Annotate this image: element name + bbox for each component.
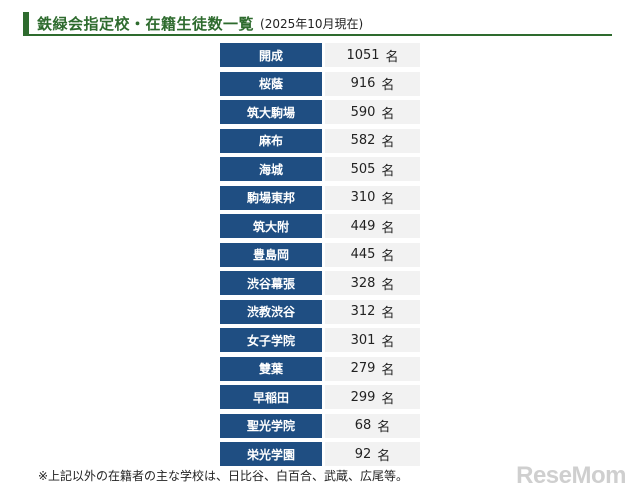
student-count-value: 68 — [354, 418, 372, 433]
student-count-unit: 名 — [381, 192, 395, 207]
school-name-cell: 早稲田 — [220, 385, 322, 409]
student-count-cell: 92 名 — [325, 442, 420, 466]
page-header: 鉄緑会指定校・在籍生徒数一覧 (2025年10月現在) — [23, 12, 612, 36]
student-count-cell: 312 名 — [325, 299, 420, 324]
student-count-unit: 名 — [381, 334, 395, 350]
table-row: 聖光学院 68 名 — [220, 413, 420, 438]
school-name-cell: 駒場東邦 — [220, 185, 322, 210]
student-count-cell: 301 名 — [325, 328, 420, 352]
student-count-unit: 名 — [381, 163, 395, 179]
student-count-cell: 582 名 — [325, 128, 420, 153]
student-count-cell: 449 名 — [325, 214, 420, 238]
table-row: 桜蔭 916 名 — [220, 71, 420, 96]
student-count-unit: 名 — [381, 306, 395, 321]
student-count-cell: 299 名 — [325, 385, 420, 409]
school-name-cell: 渋教渋谷 — [220, 299, 322, 324]
student-count-value: 92 — [354, 446, 372, 462]
student-count-cell: 590 名 — [325, 100, 420, 124]
student-count-value: 445 — [350, 247, 376, 262]
table-row: 豊島岡 445 名 — [220, 242, 420, 267]
table-row: 女子学院 301 名 — [220, 328, 420, 352]
footnote: ※上記以外の在籍者の主な学校は、日比谷、白百合、武蔵、広尾等。 — [38, 469, 409, 483]
table-row: 雙葉 279 名 — [220, 356, 420, 381]
table-row: 筑大附 449 名 — [220, 214, 420, 238]
table-row: 駒場東邦 310 名 — [220, 185, 420, 210]
school-name-cell: 筑大駒場 — [220, 100, 322, 124]
student-count-value: 312 — [350, 304, 376, 319]
student-count-cell: 279 名 — [325, 356, 420, 381]
student-count-value: 301 — [350, 332, 376, 348]
student-count-cell: 1051 名 — [325, 43, 420, 67]
student-count-cell: 916 名 — [325, 71, 420, 96]
student-count-value: 279 — [350, 361, 376, 376]
student-count-unit: 名 — [385, 49, 399, 65]
student-count-cell: 445 名 — [325, 242, 420, 267]
student-count-unit: 名 — [377, 448, 391, 464]
school-name-cell: 麻布 — [220, 128, 322, 153]
school-name-cell: 筑大附 — [220, 214, 322, 238]
table-row: 渋教渋谷 312 名 — [220, 299, 420, 324]
student-count-unit: 名 — [381, 363, 395, 378]
student-count-value: 310 — [350, 190, 376, 205]
school-name-cell: 女子学院 — [220, 328, 322, 352]
student-count-unit: 名 — [381, 78, 395, 93]
table-row: 早稲田 299 名 — [220, 385, 420, 409]
student-count-unit: 名 — [381, 391, 395, 407]
student-count-cell: 68 名 — [325, 413, 420, 438]
student-count-unit: 名 — [381, 277, 395, 293]
student-count-value: 505 — [350, 161, 376, 177]
student-count-value: 582 — [350, 133, 376, 148]
school-name-cell: 桜蔭 — [220, 71, 322, 96]
student-count-cell: 505 名 — [325, 157, 420, 181]
page-subtitle: (2025年10月現在) — [260, 16, 364, 31]
school-name-cell: 聖光学院 — [220, 413, 322, 438]
student-count-unit: 名 — [377, 420, 391, 435]
student-count-value: 299 — [350, 389, 376, 405]
student-count-value: 1051 — [346, 47, 380, 63]
table-row: 麻布 582 名 — [220, 128, 420, 153]
student-count-cell: 328 名 — [325, 271, 420, 295]
school-count-table: 開成 1051 名桜蔭 916 名筑大駒場 590 名麻布 582 名海城 505 名駒場東邦 310… — [220, 43, 420, 471]
page-title: 鉄緑会指定校・在籍生徒数一覧 — [37, 14, 255, 33]
student-count-unit: 名 — [381, 249, 395, 264]
student-count-value: 449 — [350, 218, 376, 234]
school-name-cell: 開成 — [220, 43, 322, 67]
school-name-cell: 豊島岡 — [220, 242, 322, 267]
table-row: 開成 1051 名 — [220, 43, 420, 67]
table-row: 渋谷幕張 328 名 — [220, 271, 420, 295]
student-count-unit: 名 — [381, 135, 395, 150]
student-count-value: 590 — [350, 104, 376, 120]
table-row: 海城 505 名 — [220, 157, 420, 181]
school-name-cell: 雙葉 — [220, 356, 322, 381]
student-count-value: 328 — [350, 275, 376, 291]
school-name-cell: 渋谷幕張 — [220, 271, 322, 295]
school-name-cell: 海城 — [220, 157, 322, 181]
student-count-cell: 310 名 — [325, 185, 420, 210]
student-count-unit: 名 — [381, 106, 395, 122]
table-row: 栄光学園 92 名 — [220, 442, 420, 466]
resemom-logo: ReseMom — [516, 462, 626, 489]
student-count-unit: 名 — [381, 220, 395, 236]
table-row: 筑大駒場 590 名 — [220, 100, 420, 124]
school-name-cell: 栄光学園 — [220, 442, 322, 466]
student-count-value: 916 — [350, 76, 376, 91]
